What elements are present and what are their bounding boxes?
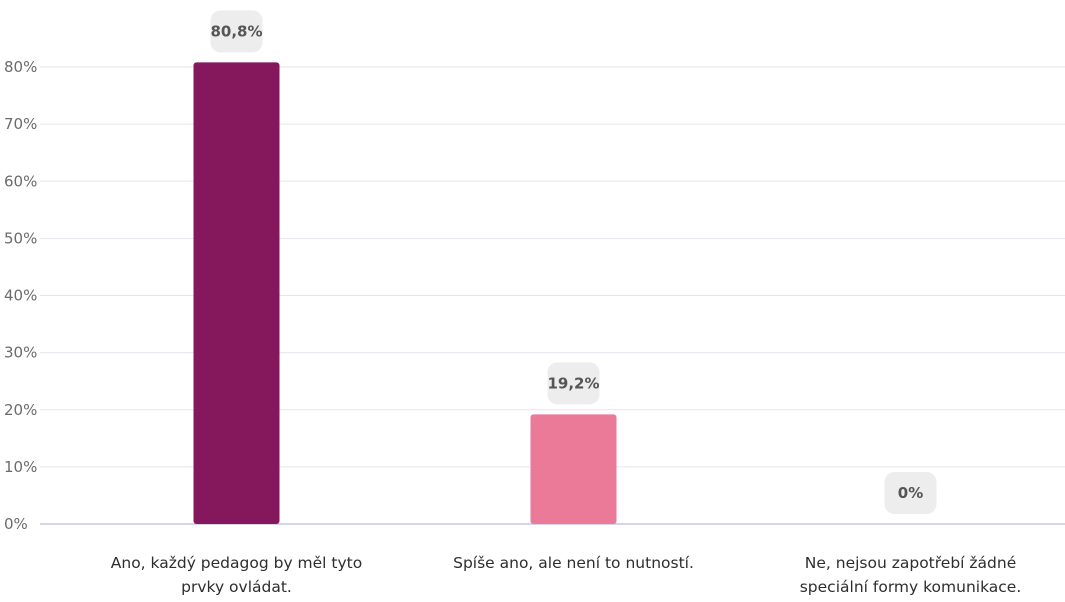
y-tick-label: 0% (4, 515, 28, 533)
x-category-line: Ne, nejsou zapotřebí žádné (805, 554, 1016, 572)
x-axis-categories: Ano, každý pedagog by měl tyto prvky ovlá… (111, 554, 1022, 596)
data-label-bg (547, 362, 600, 405)
data-label: 0% (884, 472, 937, 514)
data-label-text: 0% (898, 484, 923, 502)
data-label-text: 19,2% (547, 374, 599, 392)
data-label: 80,8% (210, 10, 263, 53)
y-tick-label: 50% (4, 229, 37, 247)
y-tick-label: 10% (4, 458, 37, 476)
bar (530, 414, 617, 524)
data-label-text: 80,8% (210, 22, 262, 40)
y-tick-label: 40% (4, 287, 37, 305)
x-category-line: prvky ovládat. (181, 578, 292, 596)
x-category-line: Ano, každý pedagog by měl tyto (111, 554, 362, 572)
x-category-line: speciální formy komunikace. (800, 578, 1022, 596)
y-tick-label: 70% (4, 115, 37, 133)
x-category-label: Ano, každý pedagog by měl tyto prvky ovlá… (111, 554, 362, 596)
y-axis-ticks: 0% 10% 20% 30% 40% 50% 60% 70% 80% (4, 58, 37, 533)
x-category-label: Spíše ano, ale není to nutností. (453, 554, 694, 572)
y-tick-label: 60% (4, 172, 37, 190)
y-tick-label: 80% (4, 58, 37, 76)
x-category-label: Ne, nejsou zapotřebí žádné speciální form… (800, 554, 1022, 596)
bars (193, 62, 617, 525)
data-label-bg (884, 472, 937, 514)
bar (193, 62, 280, 525)
data-label: 19,2% (547, 362, 600, 405)
y-tick-label: 30% (4, 344, 37, 362)
x-category-line: Spíše ano, ale není to nutností. (453, 554, 694, 572)
data-label-bg (210, 10, 263, 53)
y-tick-label: 20% (4, 401, 37, 419)
data-labels: 80,8% 19,2% 0% (210, 10, 937, 514)
